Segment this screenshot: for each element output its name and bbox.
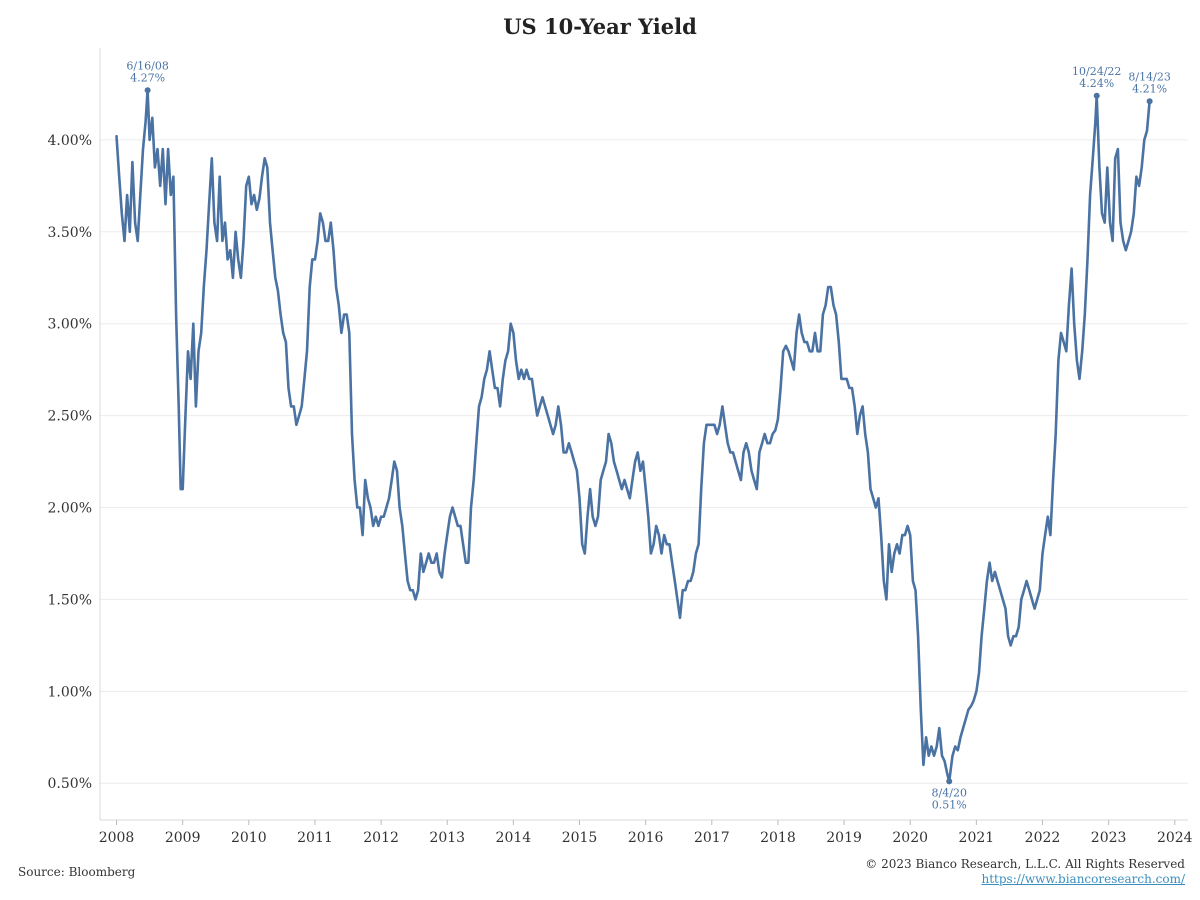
- x-tick-label: 2014: [496, 830, 532, 846]
- annotation-value: 4.27%: [130, 71, 165, 84]
- series-layer: [115, 89, 1151, 783]
- x-tick-label: 2024: [1157, 830, 1193, 846]
- copyright-note: © 2023 Bianco Research, L.L.C. All Right…: [865, 857, 1185, 871]
- annotation-date: 10/24/22: [1072, 65, 1121, 78]
- x-tick-label: 2011: [297, 830, 333, 846]
- y-tick-label: 4.00%: [48, 133, 92, 149]
- annotation-value: 4.21%: [1132, 82, 1167, 95]
- annotation-point: [946, 778, 953, 785]
- x-tick-label: 2021: [959, 830, 995, 846]
- y-tick-label: 3.50%: [48, 225, 92, 241]
- y-tick-label: 3.00%: [48, 317, 92, 333]
- annotation-point: [144, 87, 151, 94]
- y-tick-label: 1.00%: [48, 684, 92, 700]
- annotation-value: 4.24%: [1079, 77, 1114, 90]
- x-tick-label: 2022: [1025, 830, 1061, 846]
- annotation-date: 8/4/20: [932, 786, 967, 799]
- website-link[interactable]: https://www.biancoresearch.com/: [981, 872, 1185, 886]
- x-tick-label: 2013: [429, 830, 465, 846]
- x-tick-label: 2009: [165, 830, 201, 846]
- annotations: 6/16/084.27% 10/24/224.24% 8/14/234.21% 8/4…: [126, 59, 1170, 811]
- x-tick-label: 2023: [1091, 830, 1127, 846]
- y-tick-label: 0.50%: [48, 776, 92, 792]
- x-tick-label: 2010: [231, 830, 267, 846]
- grid-lines: [100, 139, 1188, 784]
- annotation-value: 0.51%: [932, 798, 967, 811]
- x-tick-label: 2016: [628, 830, 664, 846]
- annotation-point: [1093, 92, 1100, 99]
- annotation-date: 6/16/08: [126, 59, 168, 72]
- annotation-date: 8/14/23: [1128, 70, 1170, 83]
- axes: 0.50% 1.00% 1.50% 2.00% 2.50% 3.00% 3.50% 4.00%…: [48, 48, 1193, 846]
- x-tick-label: 2015: [562, 830, 598, 846]
- y-tick-label: 1.50%: [48, 592, 92, 608]
- x-tick-label: 2019: [826, 830, 862, 846]
- x-tick-label: 2008: [99, 830, 135, 846]
- annotation-point: [1146, 98, 1153, 105]
- x-tick-label: 2020: [892, 830, 928, 846]
- x-tick-label: 2012: [363, 830, 399, 846]
- y-tick-label: 2.00%: [48, 501, 92, 517]
- x-tick-label: 2017: [694, 830, 730, 846]
- y-tick-label: 2.50%: [48, 409, 92, 425]
- x-tick-label: 2018: [760, 830, 796, 846]
- source-note: Source: Bloomberg: [18, 865, 136, 879]
- chart-title: US 10-Year Yield: [503, 14, 697, 39]
- yield-series-line: [115, 89, 1151, 783]
